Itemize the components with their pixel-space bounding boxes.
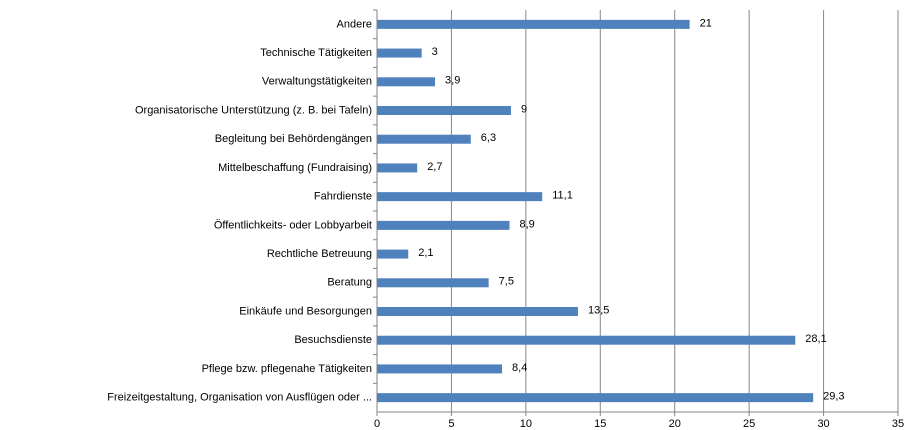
x-tick-label: 25 xyxy=(743,418,755,430)
bar xyxy=(377,220,510,230)
bar xyxy=(377,19,690,29)
bar xyxy=(377,307,578,316)
value-label: 13,5 xyxy=(588,304,609,316)
x-tick-label: 0 xyxy=(374,418,380,430)
bar xyxy=(377,335,796,345)
x-tick-label: 30 xyxy=(817,418,829,430)
y-tick-label: Verwaltungstätigkeiten xyxy=(262,76,372,88)
bar xyxy=(377,249,409,259)
bar xyxy=(377,48,422,58)
value-label: 11,1 xyxy=(552,190,573,202)
bar xyxy=(377,106,511,115)
value-label: 6,3 xyxy=(481,132,496,144)
value-label: 21 xyxy=(700,17,712,29)
value-label: 28,1 xyxy=(805,333,826,345)
bar xyxy=(377,192,543,202)
value-label: 8,9 xyxy=(519,218,534,230)
y-tick-label: Begleitung bei Behördengängen xyxy=(215,133,372,145)
y-tick-label: Beratung xyxy=(327,277,372,289)
y-tick-label: Besuchsdienste xyxy=(294,334,372,346)
value-label: 9 xyxy=(521,103,527,115)
y-tick-label: Mittelbeschaffung (Fundraising) xyxy=(218,162,372,174)
value-label: 8,4 xyxy=(512,362,527,374)
x-tick-label: 35 xyxy=(892,418,904,430)
y-tick-label: Freizeitgestaltung, Organisation von Aus… xyxy=(107,392,372,404)
value-label: 2,1 xyxy=(418,247,433,259)
y-tick-label: Fahrdienste xyxy=(314,191,372,203)
y-tick-label: Organisatorische Unterstützung (z. B. be… xyxy=(135,104,372,116)
bar xyxy=(377,163,418,173)
y-tick-label: Einkäufe und Besorgungen xyxy=(239,305,372,317)
bar xyxy=(377,393,814,403)
y-tick-label: Rechtliche Betreuung xyxy=(267,248,372,260)
value-label: 3,9 xyxy=(445,75,460,87)
bar xyxy=(377,278,489,288)
bar xyxy=(377,77,436,87)
y-tick-label: Technische Tätigkeiten xyxy=(260,47,372,59)
y-tick-label: Öffentlichkeits- oder Lobbyarbeit xyxy=(214,219,372,231)
x-tick-label: 15 xyxy=(594,418,606,430)
x-tick-label: 5 xyxy=(448,418,454,430)
value-label: 7,5 xyxy=(499,276,514,288)
value-label: 2,7 xyxy=(427,161,442,173)
y-tick-label: Pflege bzw. pflegenahe Tätigkeiten xyxy=(202,363,372,375)
bar xyxy=(377,134,471,144)
value-label: 3 xyxy=(432,46,438,58)
x-tick-label: 10 xyxy=(520,418,532,430)
bar xyxy=(377,364,503,374)
x-tick-label: 20 xyxy=(669,418,681,430)
y-tick-label: Andere xyxy=(337,18,372,30)
value-label: 29,3 xyxy=(823,391,844,403)
